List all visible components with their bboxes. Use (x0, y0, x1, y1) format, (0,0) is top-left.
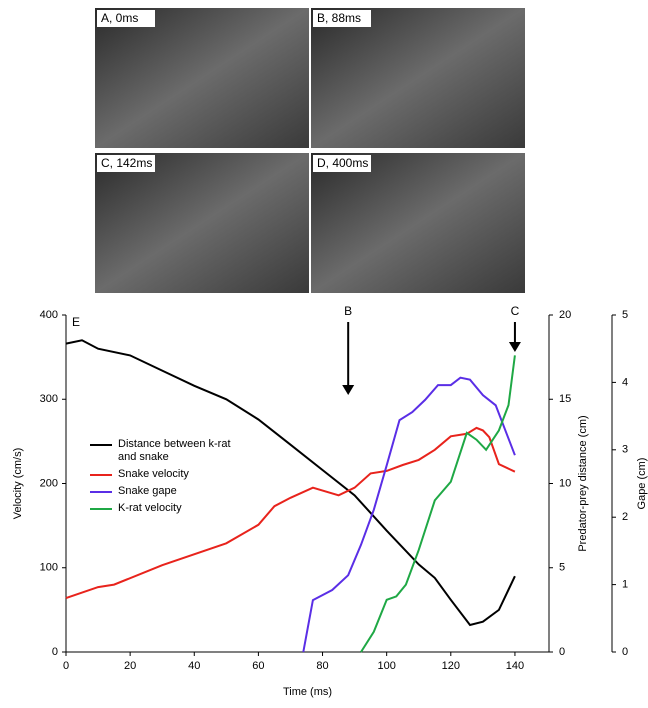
legend-swatch (90, 444, 112, 446)
y-tick-label: 0 (52, 646, 58, 658)
y-axis-title: Velocity (cm/s) (12, 448, 24, 520)
photo-label-box (97, 155, 155, 172)
y-tick-label: 400 (40, 309, 58, 321)
photo-label: A, 0ms (101, 11, 138, 25)
y-tick-label: 200 (40, 477, 58, 489)
x-axis-title: Time (ms) (283, 686, 332, 698)
y3-axis-title: Gape (cm) (636, 458, 648, 510)
photo-label-box (97, 10, 155, 27)
x-tick-label: 20 (124, 660, 136, 672)
y2-tick-label: 20 (559, 309, 571, 321)
x-tick-label: 0 (63, 660, 69, 672)
y3-tick-label: 2 (622, 511, 628, 523)
legend-swatch (90, 474, 112, 476)
legend-swatch (90, 491, 112, 493)
x-tick-label: 60 (252, 660, 264, 672)
x-tick-label: 120 (442, 660, 460, 672)
series-line (302, 376, 516, 653)
legend-label: Distance between k-rat and snake (118, 438, 231, 463)
annotation: C (511, 304, 520, 318)
y2-tick-label: 0 (559, 646, 565, 658)
legend-label: Snake gape (118, 485, 177, 497)
x-tick-label: 100 (377, 660, 395, 672)
photo (311, 8, 525, 148)
y2-tick-label: 15 (559, 393, 571, 405)
photo (311, 153, 525, 293)
y3-tick-label: 3 (622, 444, 628, 456)
panel-label: E (72, 315, 80, 329)
legend-item: Snake gape (90, 485, 243, 498)
legend-item: Distance between k-rat and snake (90, 438, 243, 464)
legend-item: Snake velocity (90, 468, 243, 481)
x-tick-label: 80 (316, 660, 328, 672)
series-line (360, 355, 516, 653)
y3-tick-label: 0 (622, 646, 628, 658)
y-tick-label: 100 (40, 562, 58, 574)
series-line (65, 339, 516, 627)
x-tick-label: 40 (188, 660, 200, 672)
legend-label: K-rat velocity (118, 502, 182, 514)
annotation: B (344, 304, 352, 318)
photo-label-box (313, 155, 371, 172)
photo-label: B, 88ms (317, 11, 361, 25)
annotation-arrowhead (508, 342, 521, 352)
y2-tick-label: 5 (559, 562, 565, 574)
y2-axis-title: Predator-prey distance (cm) (577, 415, 589, 551)
photo (95, 8, 309, 148)
legend-item: K-rat velocity (90, 502, 243, 515)
annotation-arrowhead (342, 385, 355, 395)
photo-label: D, 400ms (317, 156, 368, 170)
photo (95, 153, 309, 293)
x-tick-label: 140 (506, 660, 524, 672)
y3-tick-label: 4 (622, 376, 628, 388)
y2-tick-label: 10 (559, 477, 571, 489)
photo-label-box (313, 10, 371, 27)
legend: Distance between k-rat and snake Snake ve… (90, 438, 243, 519)
legend-swatch (90, 508, 112, 510)
photo-label: C, 142ms (101, 156, 152, 170)
legend-label: Snake velocity (118, 468, 189, 480)
y3-tick-label: 5 (622, 309, 628, 321)
series-line (65, 426, 516, 600)
y-tick-label: 300 (40, 393, 58, 405)
y3-tick-label: 1 (622, 579, 628, 591)
